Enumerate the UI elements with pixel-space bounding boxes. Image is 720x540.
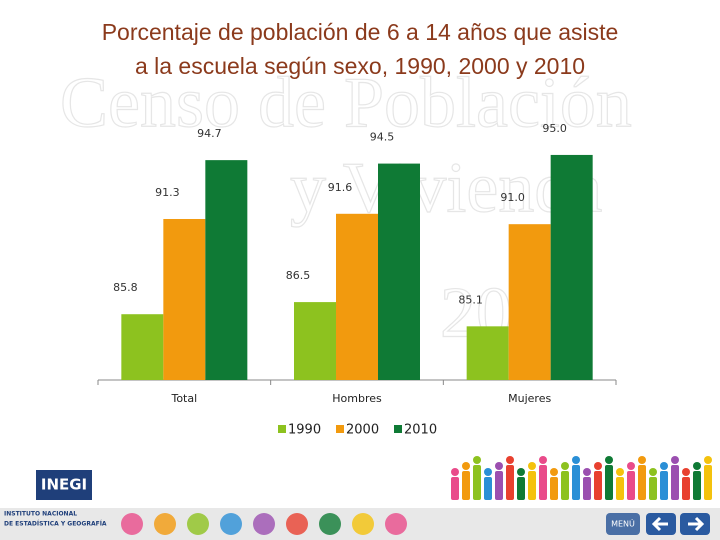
menu-label[interactable]: MENÚ: [611, 518, 635, 529]
person-head: [627, 462, 635, 470]
data-label: 85.1: [458, 293, 483, 306]
data-label: 91.6: [328, 181, 353, 194]
footer-icon: [187, 513, 209, 535]
footer-icon: [253, 513, 275, 535]
person-head: [605, 456, 613, 464]
logo-box: [36, 470, 92, 500]
person-head: [506, 456, 514, 464]
data-label: 91.0: [500, 191, 525, 204]
bar: [163, 218, 206, 380]
person-body: [649, 477, 657, 500]
person-head: [462, 462, 470, 470]
person-head: [671, 456, 679, 464]
person-head: [638, 456, 646, 464]
person-body: [605, 465, 613, 500]
footer-icon: [286, 513, 308, 535]
person-body: [583, 477, 591, 500]
person-body: [528, 471, 536, 500]
person-body: [506, 465, 514, 500]
data-label: 85.8: [113, 281, 138, 294]
person-body: [660, 471, 668, 500]
footer-icon: [220, 513, 242, 535]
institute: INSTITUTO NACIONAL: [4, 511, 77, 518]
legend-swatch: [336, 425, 344, 433]
bar: [205, 160, 248, 380]
person-body: [638, 465, 646, 500]
person-head: [660, 462, 668, 470]
legend-label: 2000: [346, 423, 379, 438]
legend-label: 2010: [404, 423, 437, 438]
person-head: [484, 468, 492, 476]
person-head: [451, 468, 459, 476]
footer-icon: [319, 513, 341, 535]
legend-swatch: [278, 425, 286, 433]
data-label: 91.3: [155, 186, 180, 199]
footer-icons: [121, 513, 407, 535]
data-label: 94.5: [370, 131, 395, 144]
next-arrow[interactable]: [688, 516, 705, 532]
data-label: 95.0: [542, 122, 567, 135]
person-body: [572, 465, 580, 500]
bar: [378, 163, 420, 380]
bar: [466, 326, 509, 380]
person-head: [517, 468, 525, 476]
person-body: [594, 471, 602, 500]
bar: [550, 154, 593, 380]
prev-arrow[interactable]: [651, 516, 668, 532]
person-head: [495, 462, 503, 470]
data-label: 94.7: [197, 127, 222, 140]
person-body: [484, 477, 492, 500]
person-head: [550, 468, 558, 476]
person-body: [671, 465, 679, 500]
footer-icon: [121, 513, 143, 535]
menu-button[interactable]: [606, 513, 640, 535]
bar: [294, 302, 336, 380]
person-body: [539, 465, 547, 500]
person-head: [704, 456, 712, 464]
institute: DE ESTADÍSTICA Y GEOGRAFÍA: [4, 520, 107, 528]
footer-icon: [154, 513, 176, 535]
person-head: [528, 462, 536, 470]
person-head: [539, 456, 547, 464]
bar: [508, 224, 551, 380]
bar: [121, 314, 164, 380]
person-body: [561, 471, 569, 500]
person-head: [693, 462, 701, 470]
person-head: [583, 468, 591, 476]
person-body: [495, 471, 503, 500]
chart-title: Porcentaje de población de 6 a 14 años q…: [102, 19, 619, 45]
legend-label: 1990: [288, 423, 321, 438]
person-body: [627, 471, 635, 500]
person-body: [550, 477, 558, 500]
x-tick-label: Hombres: [332, 392, 382, 405]
person-head: [682, 468, 690, 476]
x-tick-label: Mujeres: [508, 392, 551, 405]
person-body: [693, 471, 701, 500]
legend-swatch: [394, 425, 402, 433]
person-body: [682, 477, 690, 500]
footer-icon: [352, 513, 374, 535]
person-body: [517, 477, 525, 500]
person-body: [704, 465, 712, 500]
person-body: [462, 471, 470, 500]
person-head: [473, 456, 481, 464]
person-head: [561, 462, 569, 470]
footer-icon: [385, 513, 407, 535]
watermark: Censo de Población: [60, 63, 632, 143]
people-banner: [451, 456, 712, 500]
logo: INEGI: [41, 476, 87, 494]
person-body: [473, 465, 481, 500]
x-tick-label: Total: [170, 392, 197, 405]
person-head: [594, 462, 602, 470]
chart-title: a la escuela según sexo, 1990, 2000 y 20…: [135, 53, 585, 79]
person-head: [572, 456, 580, 464]
person-head: [616, 468, 624, 476]
bar: [336, 213, 378, 380]
data-label: 86.5: [286, 269, 311, 282]
person-body: [451, 477, 459, 500]
person-body: [616, 477, 624, 500]
person-head: [649, 468, 657, 476]
